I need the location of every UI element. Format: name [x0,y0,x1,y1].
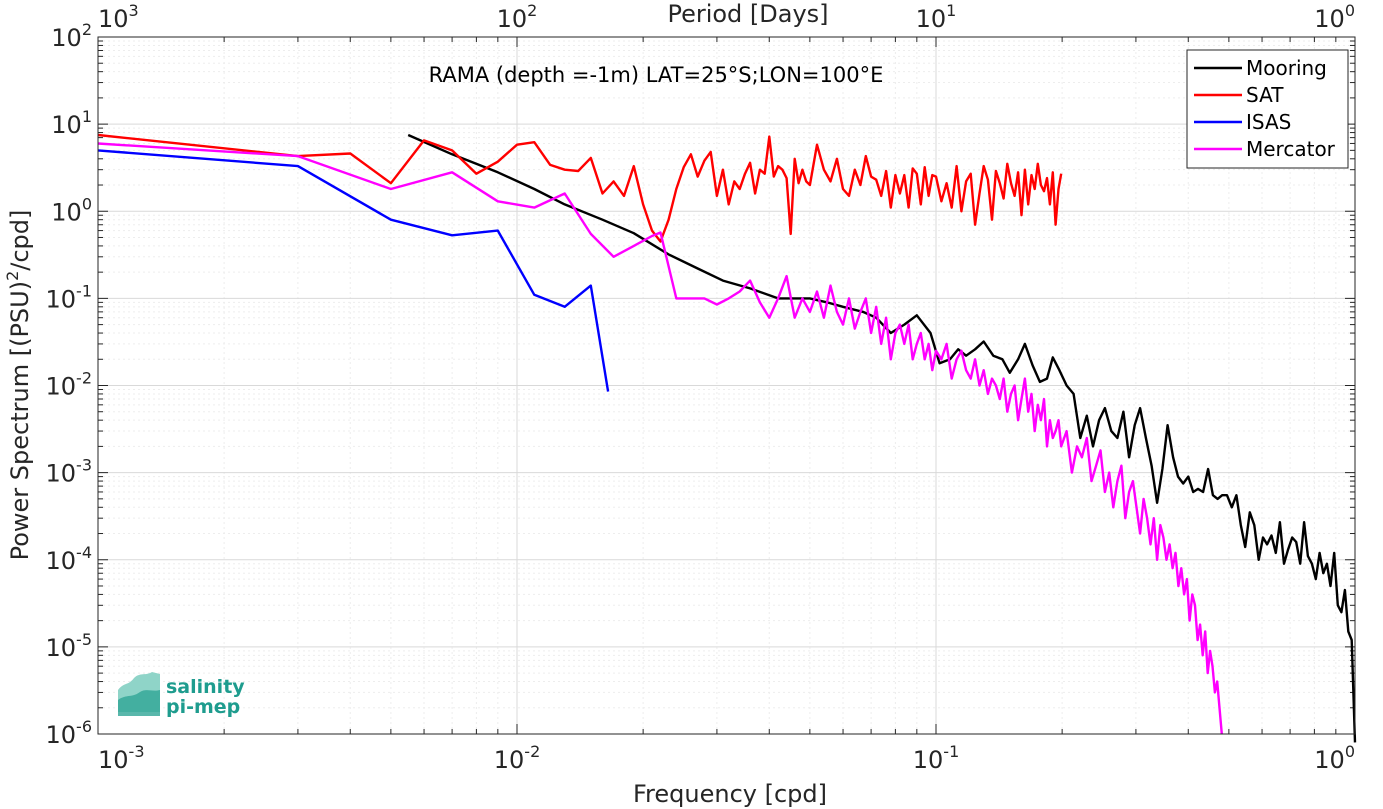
y-tick-label-base: 10 [51,111,82,139]
legend-label-mercator: Mercator [1246,137,1336,161]
salinity-pi-mep-logo: salinity pi-mep [118,672,245,718]
legend-label-mooring: Mooring [1246,56,1327,80]
top-tick-label-exp: 3 [129,1,139,20]
top-tick-label: 101 [916,1,957,33]
x-tick-label-exp: -1 [943,742,959,761]
y-tick-label: 101 [51,107,92,139]
top-tick-label-exp: 2 [527,1,537,20]
x-tick-label: 10-3 [98,742,145,774]
series-line-isas [97,149,610,392]
y-tick-label-exp: -6 [76,717,92,736]
tick-marks [97,37,1355,735]
y-tick-label: 100 [51,194,92,226]
x-tick-label-exp: -2 [524,742,540,761]
y-tick-label-exp: -1 [76,281,92,300]
y-tick-label-exp: -2 [76,369,92,388]
y-tick-label-base: 10 [46,547,77,575]
y-tick-label: 10-5 [46,630,93,662]
top-tick-label-exp: 0 [1345,1,1355,20]
top-tick-label-exp: 1 [946,1,956,20]
series-line-sat [97,133,1063,243]
y-axis-label-main: Power Spectrum [(PSU) [6,281,34,560]
top-tick-label: 103 [98,1,139,33]
top-tick-label: 102 [497,1,538,33]
y-axis-label-sup: 2 [3,271,22,281]
y-tick-label-exp: 2 [82,20,92,39]
y-tick-label: 10-6 [46,717,93,749]
x-tick-label-base: 10 [494,746,525,774]
y-tick-label-exp: -4 [76,543,92,562]
legend: Mooring SAT ISAS Mercator [1186,49,1349,169]
plot-frame [97,36,1356,735]
logo-line1: salinity [166,676,245,698]
y-axis-label-tail: /cpd] [6,210,34,271]
y-tick-label-exp: -3 [76,456,92,475]
legend-label-sat: SAT [1246,83,1284,107]
y-axis-label: Power Spectrum [(PSU)2/cpd] [3,210,34,561]
series-line-mercator [97,142,1223,735]
y-tick-label-exp: 1 [82,107,92,126]
series-layer [97,133,1357,743]
top-tick-label-base: 10 [497,5,528,33]
y-tick-label-base: 10 [46,634,77,662]
y-tick-label: 10-1 [46,281,93,313]
x-tick-label-base: 10 [1314,746,1345,774]
logo-line2: pi-mep [166,696,240,718]
y-tick-label: 10-4 [46,543,93,575]
y-tick-label-base: 10 [46,460,77,488]
y-tick-label-base: 10 [46,373,77,401]
y-tick-label-exp: -5 [76,630,92,649]
x-axis-label: Frequency [cpd] [633,780,827,808]
y-tick-label: 10-2 [46,369,93,401]
x-tick-label: 10-1 [913,742,960,774]
logo-wave-icon-front [118,690,160,716]
top-tick-label-base: 10 [916,5,947,33]
top-tick-label-base: 10 [98,5,129,33]
x-tick-label-exp: 0 [1345,742,1355,761]
top-x-axis-label: Period [Days] [667,0,828,28]
y-tick-label-base: 10 [46,285,77,313]
x-tick-label-base: 10 [98,746,129,774]
x-tick-label: 100 [1314,742,1355,774]
legend-label-isas: ISAS [1246,110,1291,134]
y-tick-label: 102 [51,20,92,52]
chart-title: RAMA (depth =-1m) LAT=25°S;LON=100°E [429,63,884,87]
y-tick-label-exp: 0 [82,194,92,213]
top-tick-label: 100 [1314,1,1355,33]
y-tick-label-base: 10 [51,198,82,226]
x-tick-label: 10-2 [494,742,541,774]
y-tick-label-base: 10 [51,24,82,52]
top-tick-label-base: 10 [1314,5,1345,33]
y-tick-label: 10-3 [46,456,93,488]
x-tick-label-exp: -3 [129,742,145,761]
y-tick-label-base: 10 [46,721,77,749]
series-line-mooring [407,133,1357,743]
x-tick-label-base: 10 [913,746,944,774]
